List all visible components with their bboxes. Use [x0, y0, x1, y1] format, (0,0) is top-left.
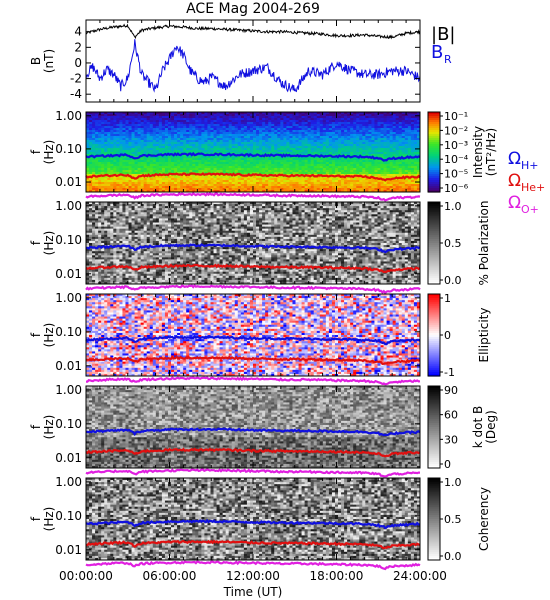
legend-BR-subscript: R	[444, 53, 452, 66]
colorbar-label: Intensity	[471, 126, 485, 178]
colorbar-label: Coherency	[477, 487, 491, 551]
colorbar-tick-label: 30	[444, 433, 458, 446]
y-tick-label: -4	[70, 87, 82, 101]
legend-gyrofrequency-subscript: O+	[521, 203, 539, 216]
colorbar-tick-label: 1.0	[444, 200, 462, 213]
colorbar-tick-label: 1.0	[444, 476, 462, 489]
legend-BR: B	[431, 42, 443, 63]
legend-gyrofrequency-subscript: He+	[521, 181, 545, 194]
y-tick-label: 0.10	[55, 142, 82, 156]
colorbar-tick-label: 10⁻⁶	[444, 182, 469, 195]
legend-gyrofrequency-O+: Ω	[508, 193, 521, 213]
colorbar-label: k dot B	[471, 406, 485, 448]
colorbar-tick-label: 10⁻³	[444, 139, 468, 152]
x-tick-label: 18:00:00	[310, 569, 364, 583]
x-tick-label: 06:00:00	[143, 569, 197, 583]
y-tick-label: 0.01	[55, 267, 82, 281]
colorbar-unit: (nT²/Hz)	[484, 128, 498, 176]
colorbar-label: Ellipticity	[477, 308, 491, 363]
y-axis-unit: (Hz)	[42, 323, 56, 348]
colorbar-tick-label: 10⁻⁴	[444, 153, 469, 166]
y-tick-label: 0.10	[55, 233, 82, 247]
x-tick-label: 12:00:00	[226, 569, 280, 583]
y-tick-label: 1.00	[55, 291, 82, 305]
colorbar-tick-label: 1	[444, 292, 451, 305]
y-axis-label: B	[29, 57, 43, 65]
x-axis-label: Time (UT)	[223, 585, 283, 599]
y-tick-label: 1.00	[55, 475, 82, 489]
colorbar-tick-label: 0.5	[444, 513, 462, 526]
legend-gyrofrequency-subscript: H+	[521, 159, 539, 172]
y-axis-unit: (Hz)	[42, 140, 56, 165]
colorbar-tick-label: 90	[444, 384, 458, 397]
y-axis-unit: (Hz)	[42, 415, 56, 440]
colorbar-tick-label: 60	[444, 409, 458, 422]
colorbar-tick-label: -1	[444, 366, 455, 379]
y-tick-label: 1.00	[55, 199, 82, 213]
y-tick-label: 2	[74, 40, 82, 54]
colorbar-tick-label: 0	[444, 329, 451, 342]
colorbar-tick-label: 0.0	[444, 274, 462, 287]
colorbar-unit: (Deg)	[484, 410, 498, 444]
y-tick-label: 0.01	[55, 543, 82, 557]
y-tick-label: 0.01	[55, 359, 82, 373]
y-axis-unit: (Hz)	[42, 231, 56, 256]
colorbar-tick-label: 0.0	[444, 550, 462, 563]
colorbar-tick-label: 10⁻¹	[444, 110, 468, 123]
y-axis-unit: (Hz)	[42, 507, 56, 532]
y-tick-label: 0	[74, 56, 82, 70]
y-tick-label: 0.10	[55, 509, 82, 523]
y-tick-label: 0.10	[55, 325, 82, 339]
x-tick-label: 00:00:00	[59, 569, 113, 583]
legend-gyrofrequency-He+: Ω	[508, 171, 521, 191]
colorbar-tick-label: 0	[444, 458, 451, 471]
y-tick-label: 1.00	[55, 383, 82, 397]
y-tick-label: 0.01	[55, 175, 82, 189]
y-tick-label: 4	[74, 25, 82, 39]
colorbar-tick-label: 10⁻²	[444, 124, 468, 137]
y-tick-label: 1.00	[55, 109, 82, 123]
chart-title: ACE Mag 2004-269	[186, 1, 320, 17]
colorbar-label: % Polarization	[477, 201, 491, 286]
y-axis-unit: (nT)	[42, 49, 56, 73]
y-tick-label: -2	[70, 72, 82, 86]
y-tick-label: 0.01	[55, 451, 82, 465]
legend-gyrofrequency-H+: Ω	[508, 149, 521, 169]
colorbar-tick-label: 10⁻⁵	[444, 168, 468, 181]
x-tick-label: 24:00:00	[393, 569, 447, 583]
y-tick-label: 0.10	[55, 417, 82, 431]
colorbar-tick-label: 0.5	[444, 237, 462, 250]
